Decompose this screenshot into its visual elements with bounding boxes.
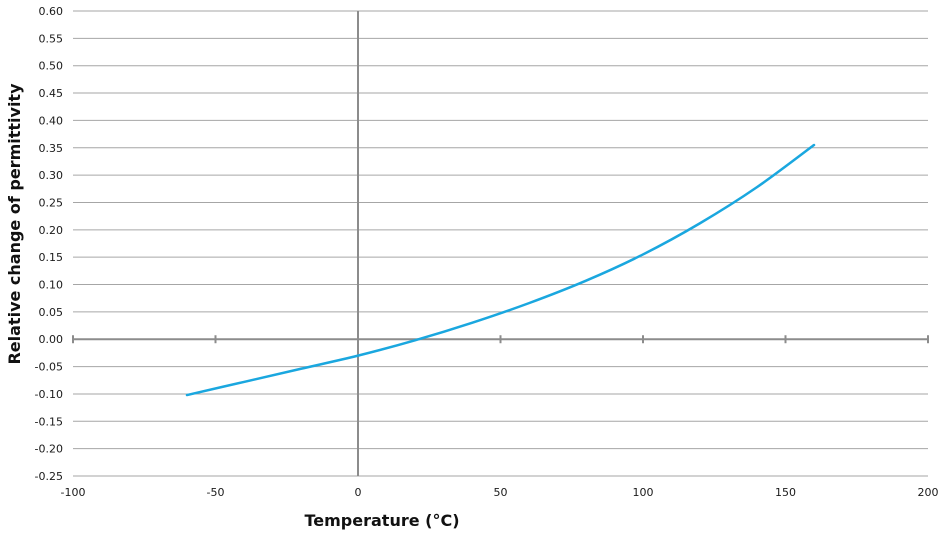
x-tick-label: 200	[918, 486, 939, 499]
y-tick-label: -0.10	[35, 388, 63, 401]
x-tick-label: -100	[61, 486, 86, 499]
y-tick-label: 0.60	[39, 5, 64, 18]
y-tick-label: 0.30	[39, 169, 64, 182]
y-tick-label: -0.05	[35, 361, 63, 374]
y-tick-label: -0.15	[35, 415, 63, 428]
x-tick-label: 0	[355, 486, 362, 499]
y-tick-label: 0.15	[39, 251, 64, 264]
y-tick-label: 0.40	[39, 114, 64, 127]
y-tick-label: 0.05	[39, 306, 64, 319]
y-tick-label: 0.35	[39, 142, 64, 155]
x-tick-label: -50	[207, 486, 225, 499]
x-tick-label: 50	[494, 486, 508, 499]
x-axis-title: Temperature (°C)	[304, 511, 459, 530]
y-tick-label: 0.45	[39, 87, 64, 100]
series-line	[185, 143, 816, 397]
y-tick-label: 0.20	[39, 224, 64, 237]
grid-lines	[73, 10, 928, 477]
y-tick-labels: -0.25 -0.20 -0.15 -0.10 -0.05 0.00 0.05 0.10 0.1…	[35, 5, 63, 483]
y-tick-label: 0.55	[39, 32, 64, 45]
y-tick-label: -0.20	[35, 443, 63, 456]
series-layer	[185, 143, 816, 397]
x-tick-label: 100	[633, 486, 654, 499]
y-tick-label: 0.25	[39, 196, 64, 209]
y-tick-label: 0.50	[39, 60, 64, 73]
y-tick-label: 0.10	[39, 279, 64, 292]
x-tick-labels: -100 -50 0 50 100 150 200	[61, 486, 939, 499]
y-tick-label: -0.25	[35, 470, 63, 483]
y-tick-label: 0.00	[39, 333, 64, 346]
axes	[72, 11, 929, 476]
x-tick-label: 150	[775, 486, 796, 499]
y-axis-title: Relative change of permittivity	[5, 83, 24, 365]
